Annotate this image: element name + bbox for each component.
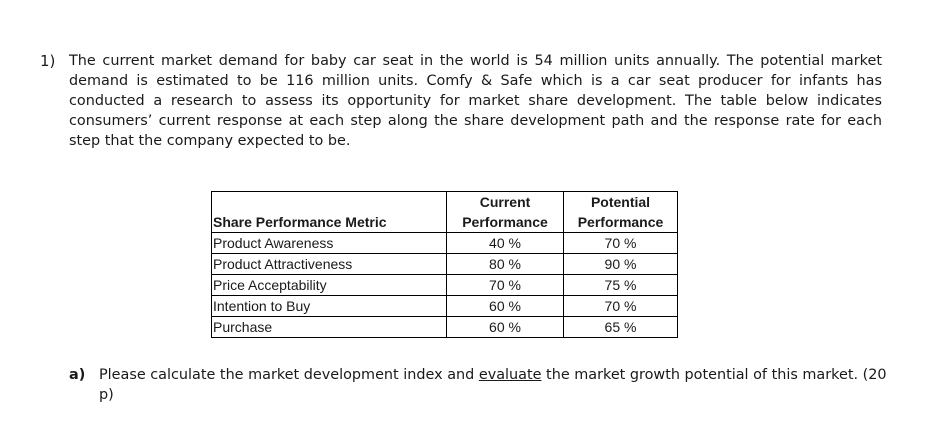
- metric-name-cell: Price Acceptability: [211, 274, 447, 296]
- header-cell: Performance: [446, 212, 564, 233]
- question-number: 1): [40, 52, 56, 70]
- potential-value-cell: 65 %: [563, 316, 678, 338]
- current-value-cell: 70 %: [446, 274, 564, 296]
- header-cell: Share Performance Metric: [211, 212, 447, 233]
- subquestion-text-before: Please calculate the market development …: [99, 367, 479, 383]
- potential-value-cell: 75 %: [563, 274, 678, 296]
- subquestion-text: Please calculate the market development …: [99, 365, 889, 405]
- current-value-cell: 60 %: [446, 295, 564, 317]
- subquestion-a: a) Please calculate the market developme…: [69, 365, 889, 405]
- table-row: Purchase 60 % 65 %: [211, 316, 678, 338]
- share-performance-table: Current Potential Share Performance Metr…: [211, 191, 678, 338]
- metric-name-cell: Intention to Buy: [211, 295, 447, 317]
- table-row: Intention to Buy 60 % 70 %: [211, 295, 678, 317]
- current-value-cell: 80 %: [446, 253, 564, 275]
- subquestion-text-after: the market growth potential of this mark…: [99, 367, 887, 403]
- header-cell: Potential: [563, 191, 678, 212]
- table-header-row-top: Current Potential: [211, 191, 678, 212]
- subquestion-label: a): [69, 367, 86, 383]
- table-header-row-bottom: Share Performance Metric Performance Per…: [211, 212, 678, 233]
- header-cell: Current: [446, 191, 564, 212]
- table-row: Price Acceptability 70 % 75 %: [211, 274, 678, 296]
- potential-value-cell: 90 %: [563, 253, 678, 275]
- question-paragraph: The current market demand for baby car s…: [69, 53, 882, 149]
- metric-name-cell: Purchase: [211, 316, 447, 338]
- table-row: Product Attractiveness 80 % 90 %: [211, 253, 678, 275]
- header-cell: [211, 191, 447, 212]
- subquestion-underlined-word: evaluate: [478, 367, 542, 383]
- header-cell: Performance: [563, 212, 678, 233]
- metric-name-cell: Product Attractiveness: [211, 253, 447, 275]
- table-row: Product Awareness 40 % 70 %: [211, 232, 678, 254]
- current-value-cell: 60 %: [446, 316, 564, 338]
- current-value-cell: 40 %: [446, 232, 564, 254]
- potential-value-cell: 70 %: [563, 232, 678, 254]
- metric-name-cell: Product Awareness: [211, 232, 447, 254]
- potential-value-cell: 70 %: [563, 295, 678, 317]
